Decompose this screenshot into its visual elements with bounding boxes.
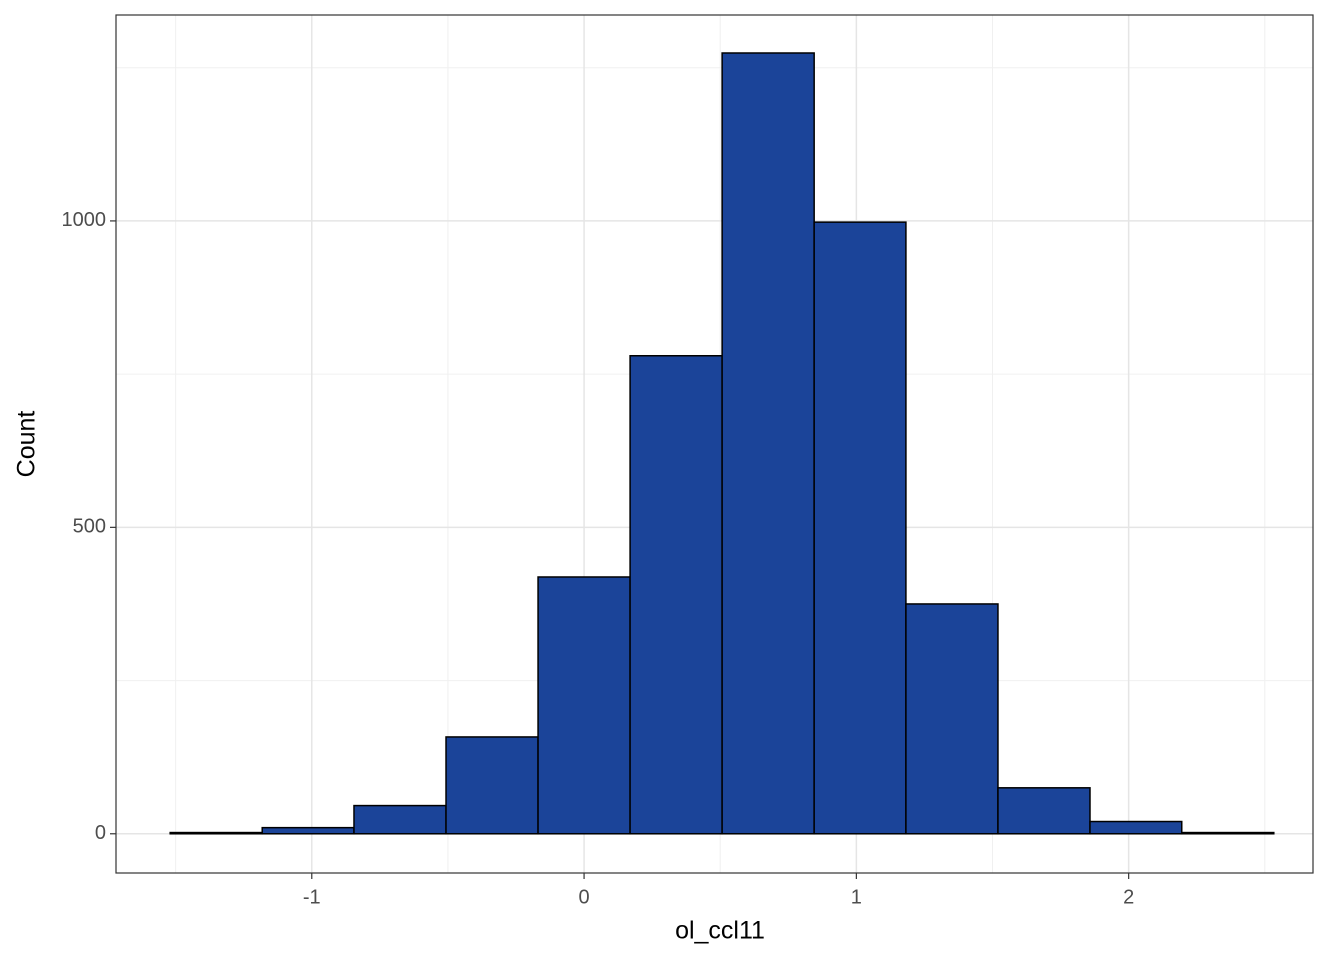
bar [445, 736, 539, 835]
bar [997, 787, 1091, 835]
x-tick-label: 2 [1123, 886, 1134, 908]
x-tick-label: -1 [303, 886, 321, 908]
bar [537, 576, 631, 835]
x-tick-label: 1 [851, 886, 862, 908]
y-axis-title: Count [13, 411, 41, 478]
bar [1181, 831, 1275, 835]
bar [169, 831, 263, 835]
x-tick-label: 0 [579, 886, 590, 908]
bar [1089, 820, 1183, 835]
y-tick-label: 500 [73, 516, 106, 538]
y-tick-label: 1000 [62, 209, 107, 231]
bar [813, 221, 907, 835]
bar [353, 804, 447, 835]
x-axis-title: ol_ccl11 [675, 917, 765, 945]
plot-border [115, 14, 1314, 874]
bar [261, 826, 355, 835]
bar [905, 603, 999, 835]
y-tick-label: 0 [95, 822, 106, 844]
bar [629, 354, 723, 835]
bar [721, 52, 815, 835]
